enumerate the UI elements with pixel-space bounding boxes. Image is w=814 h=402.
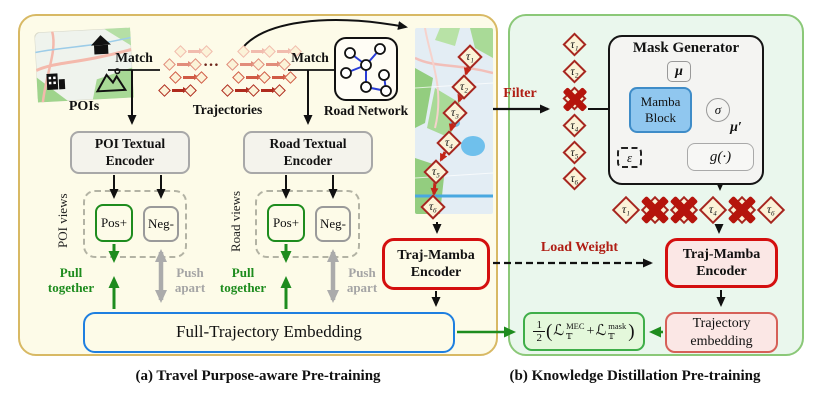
pois-map-art	[34, 27, 134, 103]
loss-plus: +	[586, 323, 595, 339]
loss-lparen: (	[545, 321, 553, 342]
pull-together-poi-label: Pull together	[47, 265, 95, 295]
trajectories-ellipsis: …	[203, 53, 219, 70]
x-cross-icon	[639, 194, 671, 226]
load-weight-label: Load Weight	[540, 240, 619, 255]
pois-label: POIs	[68, 99, 100, 114]
road-views-label: Road views	[228, 190, 243, 252]
road-network-graph	[340, 43, 392, 97]
caption-a: (a) Travel Purpose-aware Pre-training	[135, 368, 381, 384]
x-cross-icon	[668, 194, 700, 226]
x-cross-icon	[561, 85, 589, 113]
poi-views-label: POI views	[55, 193, 70, 249]
x-cross-icon	[726, 194, 758, 226]
loss-script-l2: ℒ	[595, 323, 607, 340]
home-icon	[90, 35, 111, 55]
filter-label: Filter	[503, 86, 537, 101]
loss-supsub-2: mask 𝕋	[608, 320, 627, 341]
full-trajectory-embedding-box: Full-Trajectory Embedding	[83, 312, 455, 353]
poi-textual-encoder-box: POI Textual Encoder	[70, 131, 190, 174]
traj-mamba-encoder-b-box: Traj-Mamba Encoder	[665, 238, 778, 288]
trajectory-embedding-box: Trajectory embedding	[665, 312, 778, 353]
road-network-label: Road Network	[323, 103, 409, 118]
trajectory-row-2	[163, 58, 291, 71]
building-icon	[46, 73, 66, 90]
traj-mamba-encoder-a-box: Traj-Mamba Encoder	[382, 238, 490, 290]
loss-rparen: )	[628, 321, 635, 342]
pois-map-icon	[34, 27, 134, 103]
mu-prime-label: μ′	[730, 120, 742, 135]
road-network-icon	[334, 37, 398, 101]
sigma-circle: σ	[706, 98, 730, 122]
road-views-group	[255, 190, 360, 258]
mountain-icon	[95, 68, 128, 93]
trajectories-label: Trajectories	[192, 102, 263, 117]
road-pos-box: Pos+	[267, 204, 305, 242]
road-neg-box: Neg-	[315, 206, 351, 242]
match-left-label: Match	[115, 50, 153, 65]
mask-generator-title: Mask Generator	[632, 40, 740, 56]
loss-script-l1: ℒ	[553, 323, 565, 340]
trajectory-row-1	[174, 45, 302, 58]
push-apart-road-label: Push apart	[346, 265, 378, 295]
trajectory-row-4	[158, 84, 286, 97]
loss-supsub-1: MEC 𝕋	[566, 320, 585, 341]
caption-b: (b) Knowledge Distillation Pre-training	[509, 368, 761, 384]
pull-together-road-label: Pull together	[219, 265, 267, 295]
mu-box: μ	[667, 61, 691, 82]
poi-views-group	[83, 190, 187, 258]
epsilon-box: ε	[617, 147, 642, 168]
trajectory-row-3	[169, 71, 297, 84]
poi-pos-box: Pos+	[95, 204, 133, 242]
push-apart-poi-label: Push apart	[174, 265, 206, 295]
match-right-label: Match	[291, 50, 329, 65]
road-textual-encoder-box: Road Textual Encoder	[243, 131, 373, 174]
g-function-box: g(·)	[687, 143, 754, 171]
mamba-block-box: Mamba Block	[629, 87, 692, 133]
poi-neg-box: Neg-	[143, 206, 179, 242]
